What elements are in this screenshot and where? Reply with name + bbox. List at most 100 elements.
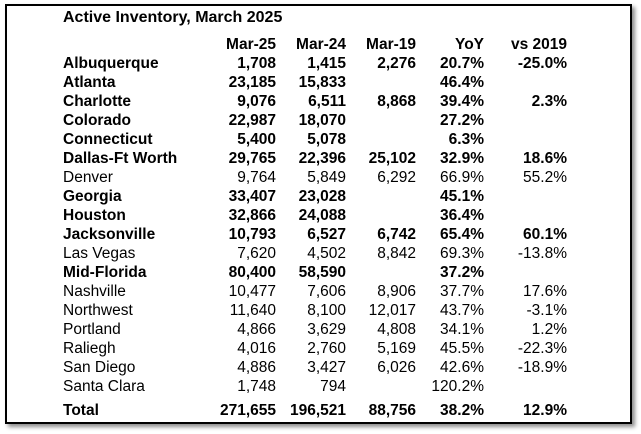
cell-yoy: 32.9%: [440, 150, 484, 167]
cell-mar24: 58,590: [298, 264, 346, 281]
cell-mar24: 8,100: [307, 302, 346, 319]
total-mar19: 88,756: [368, 402, 416, 419]
cell-vs2019: [484, 263, 567, 282]
row-label: Jacksonville: [63, 226, 156, 243]
table-row: Mid-Florida 80,400 58,590 37.2%: [63, 263, 567, 282]
table-row: Albuquerque 1,708 1,415 2,276 20.7% -25.0%: [63, 54, 567, 73]
table-row: Charlotte 9,076 6,511 8,868 39.4% 2.3%: [63, 92, 567, 111]
cell-yoy: 37.2%: [440, 264, 484, 281]
cell-vs2019: [484, 377, 567, 396]
cell-mar19: [346, 187, 416, 206]
table-row: Nashville 10,477 7,606 8,906 37.7% 17.6%: [63, 282, 567, 301]
row-label: Atlanta: [63, 74, 116, 91]
cell-vs2019: 2.3%: [531, 93, 567, 110]
cell-mar19: 25,102: [368, 150, 416, 167]
header-blank: [63, 35, 193, 54]
cell-mar24: 24,088: [298, 207, 346, 224]
cell-vs2019: -3.1%: [526, 302, 568, 319]
cell-yoy: 6.3%: [448, 131, 484, 148]
cell-mar24: 15,833: [298, 74, 346, 91]
cell-mar25: 80,400: [228, 264, 276, 281]
cell-mar25: 11,640: [229, 302, 276, 319]
cell-yoy: 37.7%: [440, 283, 484, 300]
cell-mar19: 8,868: [377, 93, 416, 110]
row-label: San Diego: [63, 359, 136, 376]
header-row: Mar-25 Mar-24 Mar-19 YoY vs 2019: [63, 35, 567, 54]
cell-mar19: 8,906: [377, 283, 416, 300]
cell-mar19: 12,017: [368, 302, 416, 319]
cell-mar25: 22,987: [228, 112, 276, 129]
cell-yoy: 66.9%: [440, 169, 484, 186]
row-label: Connecticut: [63, 131, 153, 148]
cell-yoy: 46.4%: [440, 74, 484, 91]
cell-vs2019: -18.9%: [517, 359, 567, 376]
cell-yoy: 20.7%: [440, 55, 484, 72]
cell-mar24: 3,629: [307, 321, 346, 338]
cell-yoy: 69.3%: [440, 245, 484, 262]
cell-vs2019: [484, 187, 567, 206]
cell-mar25: 9,764: [237, 169, 276, 186]
cell-mar24: 23,028: [298, 188, 346, 205]
cell-mar25: 29,765: [228, 150, 276, 167]
cell-yoy: 43.7%: [440, 302, 484, 319]
header-yoy: YoY: [455, 36, 484, 53]
cell-mar24: 794: [320, 378, 346, 395]
table-row: Atlanta 23,185 15,833 46.4%: [63, 73, 567, 92]
table-row: Dallas-Ft Worth 29,765 22,396 25,102 32.9% 18…: [63, 149, 567, 168]
row-label: Mid-Florida: [63, 264, 147, 281]
cell-vs2019: [484, 111, 567, 130]
cell-mar25: 33,407: [228, 188, 276, 205]
header-mar25: Mar-25: [226, 36, 276, 53]
cell-mar19: 5,169: [377, 340, 416, 357]
table-row: Georgia 33,407 23,028 45.1%: [63, 187, 567, 206]
cell-mar25: 23,185: [228, 74, 276, 91]
cell-mar24: 6,527: [307, 226, 346, 243]
table-row: Santa Clara 1,748 794 120.2%: [63, 377, 567, 396]
cell-vs2019: 18.6%: [523, 150, 567, 167]
cell-yoy: 45.1%: [440, 188, 484, 205]
cell-mar25: 4,866: [237, 321, 276, 338]
table-row: Colorado 22,987 18,070 27.2%: [63, 111, 567, 130]
table-row: San Diego 4,886 3,427 6,026 42.6% -18.9%: [63, 358, 567, 377]
cell-yoy: 45.5%: [440, 340, 484, 357]
cell-vs2019: 60.1%: [523, 226, 567, 243]
cell-vs2019: -13.8%: [517, 245, 567, 262]
cell-vs2019: -25.0%: [517, 55, 567, 72]
cell-mar24: 2,760: [307, 340, 346, 357]
cell-mar19: [346, 73, 416, 92]
row-label: Denver: [63, 169, 113, 186]
row-label: Albuquerque: [63, 55, 159, 72]
cell-mar25: 10,793: [228, 226, 276, 243]
table-row: Las Vegas 7,620 4,502 8,842 69.3% -13.8%: [63, 244, 567, 263]
cell-mar19: 6,292: [377, 169, 416, 186]
cell-yoy: 36.4%: [440, 207, 484, 224]
cell-mar25: 32,866: [228, 207, 276, 224]
header-vs2019: vs 2019: [510, 36, 567, 53]
cell-mar19: 8,842: [377, 245, 416, 262]
cell-mar25: 1,748: [237, 378, 276, 395]
cell-mar19: [346, 206, 416, 225]
cell-mar25: 4,016: [237, 340, 276, 357]
cell-mar19: [346, 130, 416, 149]
total-mar24: 196,521: [289, 402, 346, 419]
cell-mar24: 6,511: [308, 93, 346, 110]
row-label: Charlotte: [63, 93, 132, 110]
header-mar19: Mar-19: [366, 36, 416, 53]
row-label: Dallas-Ft Worth: [63, 150, 178, 167]
cell-mar25: 4,886: [237, 359, 276, 376]
cell-vs2019: 55.2%: [523, 169, 567, 186]
row-label: Portland: [63, 321, 121, 338]
cell-mar24: 22,396: [298, 150, 346, 167]
total-yoy: 38.2%: [440, 402, 484, 419]
cell-vs2019: [484, 206, 567, 225]
cell-mar24: 5,849: [307, 169, 346, 186]
cell-mar24: 1,415: [307, 55, 346, 72]
cell-mar19: 6,742: [377, 226, 416, 243]
cell-mar25: 9,076: [237, 93, 276, 110]
table-row: Northwest 11,640 8,100 12,017 43.7% -3.1%: [63, 301, 567, 320]
row-label: Nashville: [63, 283, 126, 300]
cell-vs2019: [484, 73, 567, 92]
table-row: Connecticut 5,400 5,078 6.3%: [63, 130, 567, 149]
row-label: Houston: [63, 207, 126, 224]
total-label: Total: [63, 402, 99, 419]
